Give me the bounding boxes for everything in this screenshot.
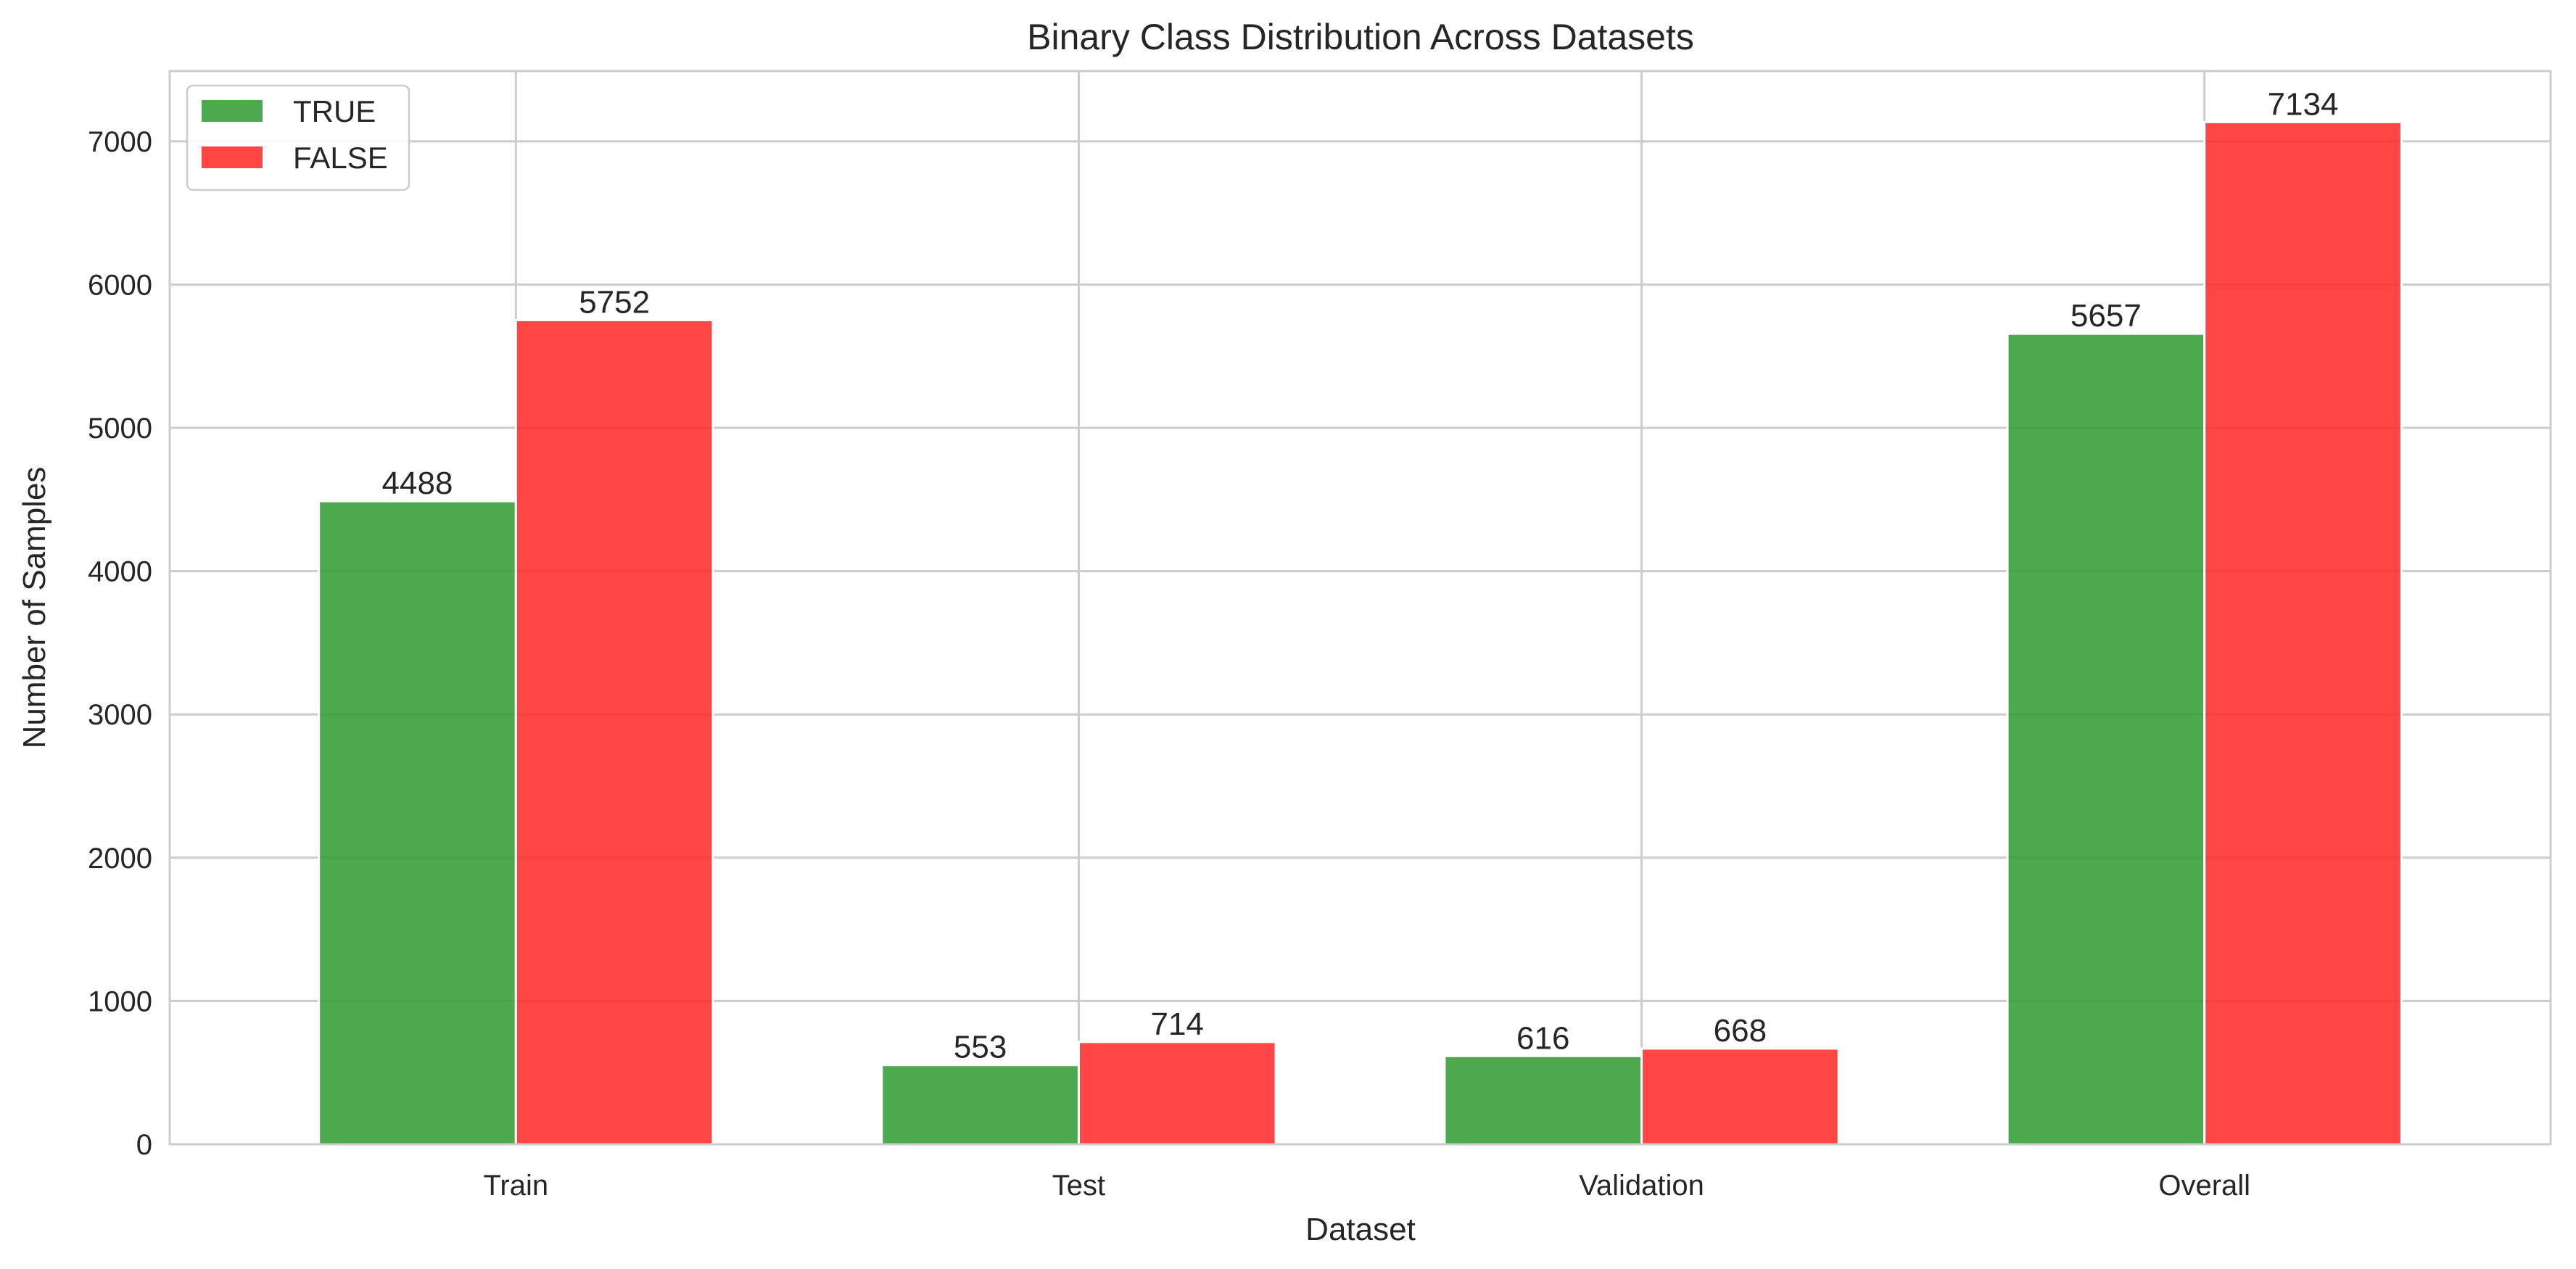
bar-labels: 4488 553 616 5657 5752 714 668 7134	[382, 86, 2339, 1065]
x-axis-label: Dataset	[1305, 1212, 1416, 1247]
legend-label-true: TRUE	[293, 94, 376, 128]
plot-frame	[168, 70, 2552, 1146]
y-axis-label: Number of Samples	[17, 467, 52, 749]
bar-true-overall	[2006, 332, 2206, 1146]
x-tick-label: Validation	[1579, 1170, 1704, 1202]
bar-false-overall	[2203, 120, 2403, 1146]
bar-true-validation	[1443, 1054, 1643, 1146]
legend-label-false: FALSE	[293, 141, 388, 175]
y-tick-label: 1000	[88, 985, 152, 1017]
x-tick-label: Train	[483, 1170, 548, 1202]
bar-true-test	[880, 1064, 1080, 1146]
bar-value-label: 7134	[2268, 86, 2339, 122]
bar-true-train	[318, 500, 517, 1146]
y-tick-label: 3000	[88, 699, 152, 731]
x-tick-label: Test	[1052, 1170, 1105, 1202]
y-tick-label: 5000	[88, 413, 152, 445]
chart-title: Binary Class Distribution Across Dataset…	[1027, 17, 1694, 57]
y-tick-label: 6000	[88, 269, 152, 301]
y-tick-label: 0	[136, 1129, 152, 1161]
legend: TRUE FALSE	[186, 84, 410, 191]
bar-value-label: 5752	[579, 284, 650, 320]
legend-swatch-true	[202, 100, 263, 122]
bar-false-train	[514, 318, 714, 1146]
bar-false-test	[1077, 1041, 1277, 1146]
y-tick-label: 2000	[88, 843, 152, 875]
bar-value-label: 714	[1151, 1006, 1204, 1042]
legend-swatch-false	[202, 146, 263, 168]
bars	[318, 120, 2403, 1146]
y-tick-label: 4000	[88, 556, 152, 588]
y-tick-label: 7000	[88, 126, 152, 158]
x-tick-labels: Train Test Validation Overall	[483, 1170, 2250, 1202]
bar-value-label: 5657	[2071, 298, 2142, 334]
bar-value-label: 553	[954, 1030, 1007, 1065]
y-tick-labels: 0 1000 2000 3000 4000 5000 6000 7000	[88, 126, 152, 1161]
bar-false-validation	[1640, 1047, 1840, 1146]
bar-value-label: 616	[1516, 1020, 1569, 1056]
bar-value-label: 4488	[382, 466, 453, 501]
bar-value-label: 668	[1714, 1013, 1767, 1049]
x-tick-label: Overall	[2158, 1170, 2250, 1202]
